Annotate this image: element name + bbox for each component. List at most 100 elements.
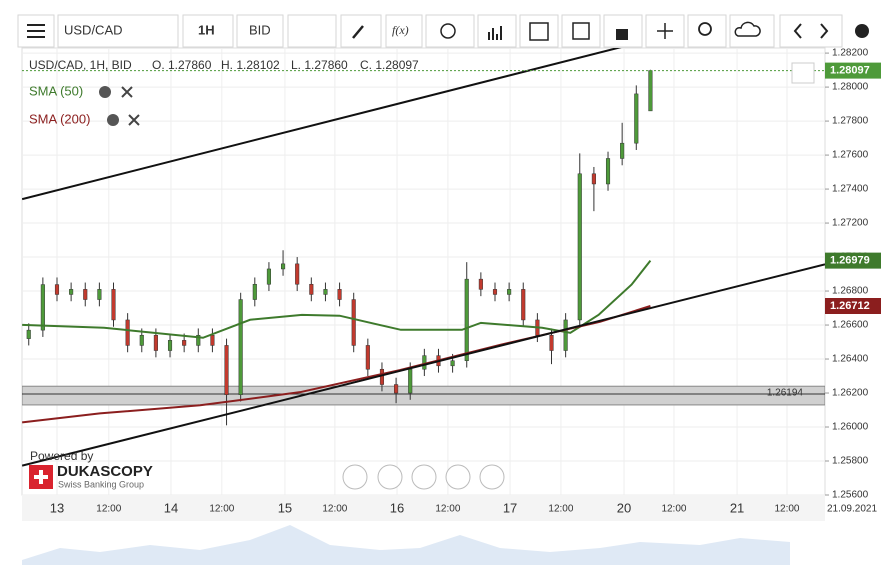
y-tick-label: 1.26800 [832,286,869,297]
candle-body [252,283,257,300]
header-close: C. 1.28097 [360,58,419,72]
candle-body [309,283,314,295]
x-tick-label: 12:00 [209,504,234,515]
news-icon [572,22,590,40]
toolbar: USD/CAD 1H BID f(x) [17,14,869,48]
x-tick-label: 21 [730,500,744,515]
legend-sma200: SMA (200) [29,111,90,126]
nav-zoom-out[interactable] [377,464,403,490]
candle-body [337,289,342,300]
trendline [22,263,825,467]
price-tag-label: 1.28097 [830,65,870,77]
y-tick-label: 1.28000 [832,82,869,93]
info-button[interactable] [425,14,475,48]
sma50-settings[interactable] [99,86,111,98]
candle-body [492,289,498,295]
draw-button[interactable] [340,14,382,48]
candle-body [379,368,385,385]
expand-button[interactable] [791,62,815,84]
y-tick-label: 1.26400 [832,354,869,365]
chart-type-button[interactable] [287,14,337,48]
candle-body [54,284,60,295]
x-tick-label: 12:00 [96,504,121,515]
x-tick-label: 15 [278,500,292,515]
candle-body [605,158,611,185]
y-tick-label: 1.27200 [832,218,869,229]
x-tick-label: 12:00 [322,504,347,515]
y-tick-label: 1.27400 [832,184,869,195]
logo-cross [34,470,48,484]
fx-label: f(x) [392,23,409,37]
candle-body [97,289,102,300]
price-tag-label: 1.26979 [830,255,870,267]
sma50-remove[interactable] [121,86,133,98]
symbol-select[interactable] [57,14,179,48]
candle-body [648,70,653,112]
nav-arrows [793,23,829,39]
nav-left[interactable] [342,464,368,490]
settings-button[interactable] [855,24,869,38]
period-select[interactable] [182,14,234,48]
candle-body [111,289,116,321]
x-tick-label: 13 [50,500,64,515]
zoom-button[interactable] [687,14,727,48]
y-tick-label: 1.26200 [832,388,869,399]
candle-body [507,289,512,295]
volume-button[interactable] [477,14,517,48]
candle-body [591,173,596,185]
nav-buttons[interactable] [779,14,843,48]
candle-body [521,289,526,321]
nav-right[interactable] [479,464,505,490]
x-tick-label: 14 [164,500,178,515]
cloud-icon [734,21,761,37]
brand-name: DUKASCOPY [57,463,153,480]
info-icon [440,23,456,39]
lock-icon [616,29,628,40]
trendline [22,48,622,201]
powered-by: Powered by [30,449,93,463]
menu-icon [27,24,45,38]
nav-zoom-in[interactable] [445,464,471,490]
candle-body [125,319,130,346]
news-button[interactable] [561,14,601,48]
candle-body [196,334,201,346]
candle-body [394,384,399,394]
price-tag [825,62,881,79]
price-tag [825,298,881,315]
candle-body [69,289,74,295]
candle-body [26,329,31,339]
candle-body [577,173,582,321]
side: BID [249,22,271,37]
candle-body [139,334,144,346]
nav-reset[interactable] [411,464,437,490]
indicators-button[interactable] [385,14,423,48]
header-instrument: USD/CAD, 1H, BID [29,58,132,72]
support-label: 1.26194 [767,388,804,399]
sma200-settings[interactable] [107,114,119,126]
candle-body [40,284,45,331]
x-tick-label: 16 [390,500,404,515]
plot: 1.26194 [22,48,825,495]
calendar-icon [529,22,549,41]
y-tick-label: 1.28200 [832,48,869,59]
candle-body [295,263,300,285]
calendar-button[interactable] [519,14,559,48]
candle-body [182,340,187,346]
candle-body [365,345,370,370]
y-tick-label: 1.25800 [832,456,869,467]
period: 1H [198,22,215,37]
upload-button[interactable] [729,14,775,48]
support-band [22,385,825,406]
legend-sma50: SMA (50) [29,83,83,98]
y-tick-label: 1.26000 [832,422,869,433]
volume-icon [488,26,502,40]
side-select[interactable] [236,14,284,48]
candle-body [266,268,271,285]
date-label: 21.09.2021 [827,504,877,515]
y-tick-label: 1.27800 [832,116,869,127]
candle-body [450,360,455,367]
sma200-remove[interactable] [128,114,140,126]
candle-body [464,278,469,361]
x-tick-label: 17 [503,500,517,515]
